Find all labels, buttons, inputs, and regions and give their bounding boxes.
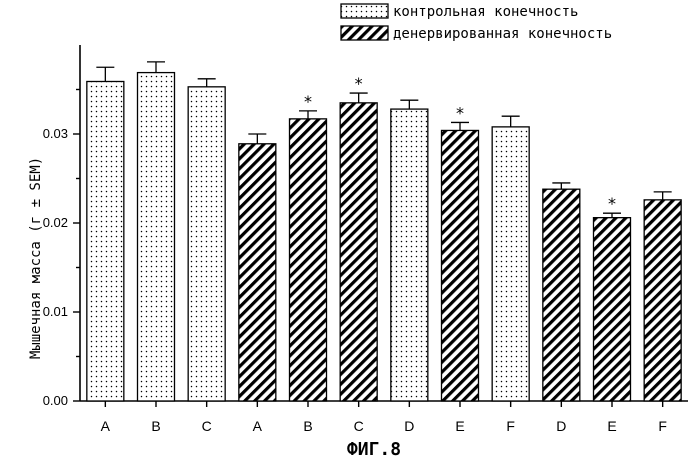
legend: контрольная конечность денервированная к… (341, 4, 612, 42)
bar (239, 144, 276, 401)
bar (442, 130, 479, 401)
significance-marker: * (608, 194, 616, 213)
significance-marker: * (304, 92, 312, 111)
legend-label-control: контрольная конечность (393, 4, 578, 20)
x-tick-label: C (202, 418, 212, 434)
bar (340, 103, 377, 401)
plot-area: 0.00 0.01 0.02 0.03 A B C A * B * C D * E F D * E F (43, 45, 688, 434)
significance-marker: * (355, 74, 363, 93)
x-tick-label: C (354, 418, 364, 434)
bar (594, 218, 631, 401)
y-tick-label: 0.01 (43, 304, 68, 319)
x-tick-label: F (658, 418, 667, 434)
legend-swatch-control (341, 4, 388, 18)
bar (188, 87, 225, 401)
y-tick-label: 0.00 (43, 393, 68, 408)
x-tick-label: A (253, 418, 263, 434)
bar (543, 189, 580, 401)
x-tick-label: A (101, 418, 111, 434)
bar (644, 200, 681, 401)
x-tick-label: B (151, 418, 160, 434)
x-tick-label: F (506, 418, 515, 434)
x-tick-label: D (556, 418, 566, 434)
bar (87, 81, 124, 401)
bar (138, 73, 175, 401)
y-tick-label: 0.02 (43, 215, 68, 230)
x-tick-label: D (404, 418, 414, 434)
x-tick-label: E (455, 418, 464, 434)
x-tick-label: E (607, 418, 616, 434)
figure-caption: ФИГ.8 (347, 439, 401, 460)
bar (290, 119, 327, 401)
bar (492, 127, 529, 401)
y-tick-label: 0.03 (43, 126, 68, 141)
bar (391, 109, 428, 401)
legend-label-denervated: денервированная конечность (393, 26, 612, 42)
significance-marker: * (456, 103, 464, 122)
x-tick-label: B (303, 418, 312, 434)
y-axis-title: Мышечная масса (г ± SEM) (28, 157, 44, 359)
legend-swatch-denervated (341, 26, 388, 40)
